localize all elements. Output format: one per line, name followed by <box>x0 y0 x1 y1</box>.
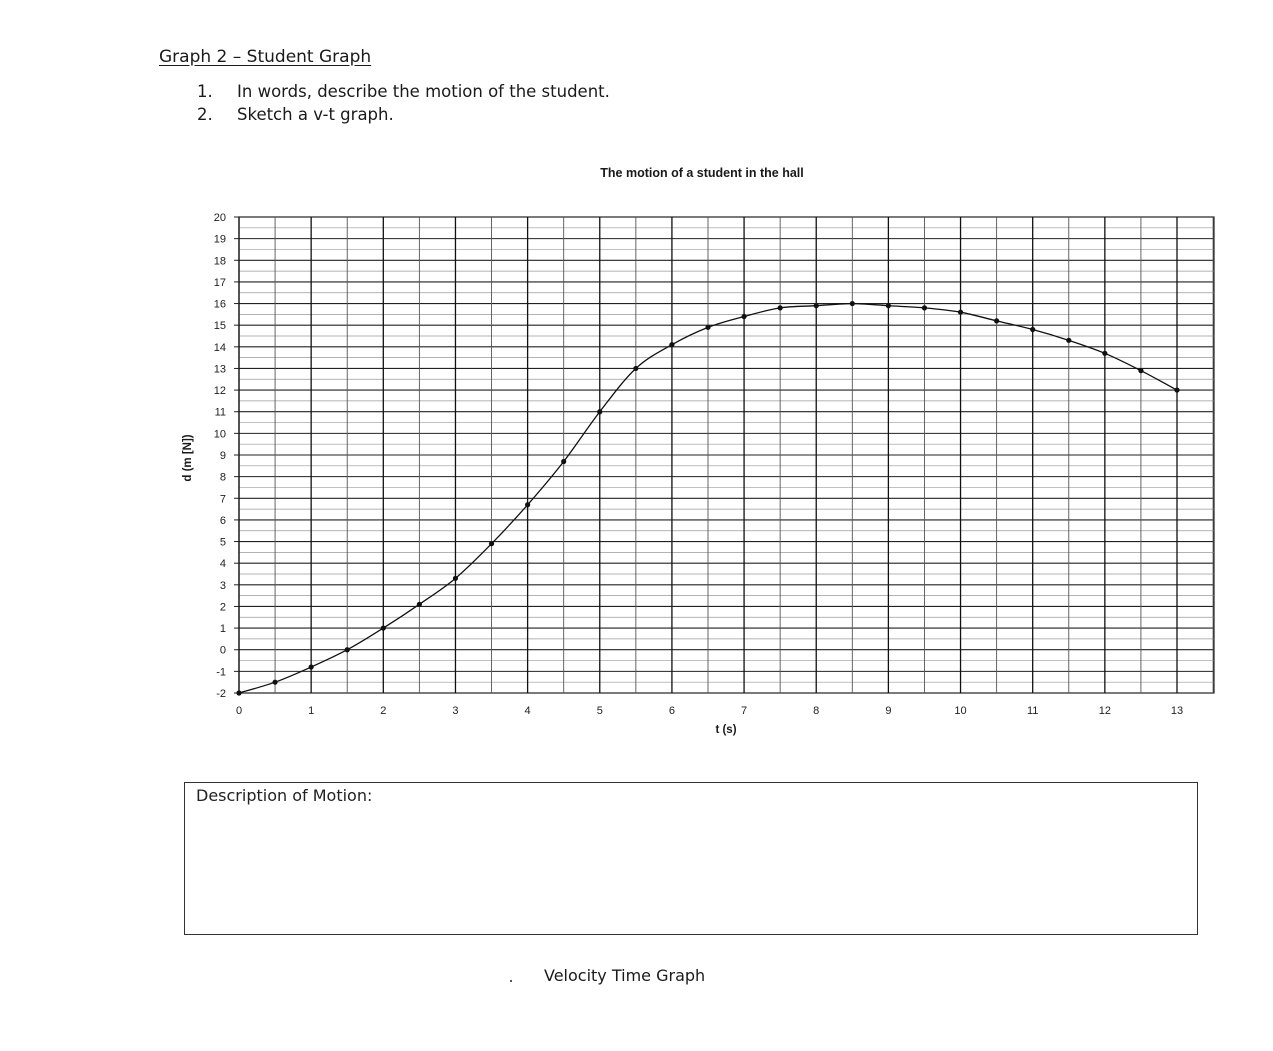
data-point <box>849 300 855 307</box>
x-tick-label: 0 <box>236 705 242 717</box>
x-tick-label: 5 <box>597 705 603 717</box>
data-point <box>1174 387 1180 393</box>
y-tick-label: 6 <box>220 515 226 527</box>
worksheet-heading: Graph 2 – Student Graph <box>159 47 372 67</box>
x-tick-label: 7 <box>741 705 747 717</box>
chart-title: The motion of a student in the hall <box>600 166 804 180</box>
y-tick-label: -1 <box>216 666 226 678</box>
data-point <box>308 664 314 670</box>
x-tick-label: 3 <box>452 705 458 717</box>
y-tick-label: 11 <box>215 407 226 419</box>
y-tick-label: 1 <box>220 623 226 635</box>
y-tick-label: 19 <box>214 234 226 246</box>
x-tick-label: 9 <box>885 705 891 717</box>
question-number: 1. <box>197 82 213 101</box>
x-tick-label: 13 <box>1171 705 1183 717</box>
data-point <box>957 309 964 315</box>
data-point <box>1102 350 1108 356</box>
data-point <box>885 303 891 309</box>
x-tick-label: 11 <box>1027 705 1038 717</box>
x-tick-label: 12 <box>1099 705 1111 717</box>
data-point <box>272 679 278 685</box>
data-point <box>633 365 639 372</box>
question-list: 1. In words, describe the motion of the s… <box>197 82 610 128</box>
data-point <box>741 313 747 320</box>
question-number: 2. <box>197 105 213 124</box>
y-tick-label: -2 <box>216 688 226 700</box>
data-point <box>1030 326 1036 333</box>
y-tick-label: 13 <box>214 363 226 375</box>
data-point <box>1066 337 1072 343</box>
y-tick-label: 18 <box>214 255 226 267</box>
question-item: 1. In words, describe the motion of the s… <box>197 82 610 105</box>
data-point <box>597 409 603 415</box>
y-tick-label: 14 <box>214 342 226 354</box>
question-item: 2. Sketch a v-t graph. <box>197 105 610 128</box>
stray-mark <box>510 980 512 982</box>
data-point <box>236 690 242 696</box>
x-tick-label: 10 <box>954 705 966 717</box>
x-tick-label: 6 <box>669 705 675 717</box>
y-tick-label: 9 <box>220 450 226 462</box>
y-tick-label: 16 <box>214 299 226 311</box>
y-tick-label: 8 <box>220 472 226 484</box>
y-tick-label: 15 <box>214 320 226 332</box>
data-point <box>777 305 783 311</box>
x-tick-label: 1 <box>308 705 314 717</box>
y-tick-label: 3 <box>220 580 226 592</box>
y-tick-label: 20 <box>214 212 226 224</box>
x-tick-label: 2 <box>380 705 386 717</box>
data-point <box>561 458 567 465</box>
data-point <box>380 625 386 631</box>
data-point <box>1138 368 1144 374</box>
y-tick-label: 5 <box>220 537 226 549</box>
y-tick-label: 0 <box>220 645 226 657</box>
y-tick-label: 2 <box>220 601 226 613</box>
data-point <box>669 342 675 348</box>
data-point <box>488 541 495 547</box>
data-point <box>416 601 422 607</box>
y-axis-label: d (m [N]) <box>182 434 194 482</box>
y-tick-label: 4 <box>220 558 226 570</box>
x-axis-label: t (s) <box>715 724 737 736</box>
x-tick-label: 4 <box>525 705 531 717</box>
velocity-time-graph-title: Velocity Time Graph <box>544 966 706 985</box>
data-point <box>994 318 1000 324</box>
data-point <box>921 305 928 311</box>
question-text: Sketch a v-t graph. <box>237 105 394 124</box>
y-tick-label: 7 <box>220 493 226 505</box>
data-point <box>525 502 531 508</box>
y-tick-label: 10 <box>214 428 226 440</box>
question-text: In words, describe the motion of the stu… <box>237 82 610 101</box>
data-point <box>813 303 819 309</box>
data-point <box>705 324 711 330</box>
data-point <box>344 647 350 653</box>
description-label: Description of Motion: <box>196 786 373 805</box>
description-box[interactable]: Description of Motion: <box>184 782 1198 935</box>
y-tick-label: 12 <box>214 385 226 397</box>
x-tick-label: 8 <box>813 705 819 717</box>
y-tick-label: 17 <box>214 277 226 289</box>
data-point <box>452 575 459 581</box>
